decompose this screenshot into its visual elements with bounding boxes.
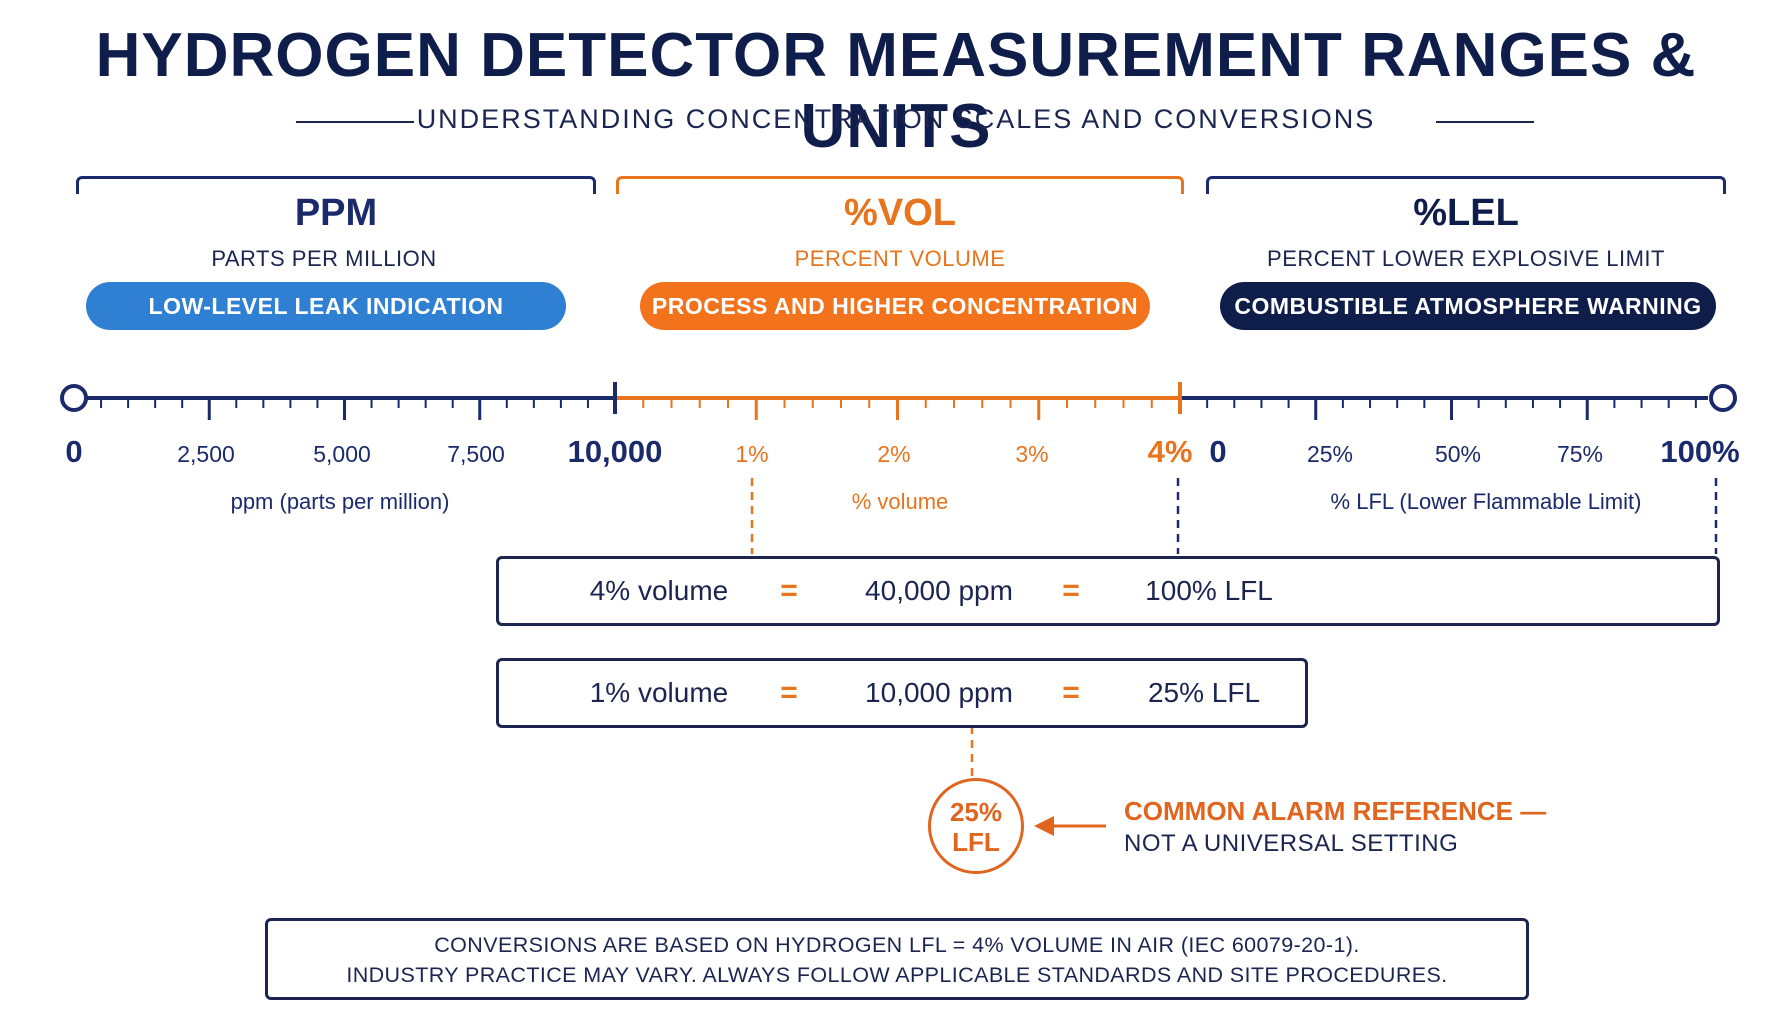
vol-pill: PROCESS AND HIGHER CONCENTRATION [640,282,1150,330]
eq2-vol: 1% volume [589,677,729,708]
scale-start-circle [60,384,88,412]
scale-end-circle [1709,384,1737,412]
equation-box-1: 4% volume = 40,000 ppm = 100% LFL [496,556,1720,626]
ppm-axis-label: ppm (parts per million) [230,489,450,514]
alarm-circle-line2: LFL [952,827,1000,857]
lel-title: %LEL [1413,192,1519,234]
footnote-line-2: INDUSTRY PRACTICE MAY VARY. ALWAYS FOLLO… [346,963,1448,987]
eq1-lfl: 100% LFL [1145,575,1273,606]
equation-box-2: 1% volume = 10,000 ppm = 25% LFL [496,658,1308,728]
lel-bracket [1206,176,1726,194]
lel-subtitle: PERCENT LOWER EXPLOSIVE LIMIT [1267,246,1665,271]
ppm-tick-7500: 7,500 [447,441,505,467]
eq2-lfl: 25% LFL [1147,677,1261,708]
page-title: HYDROGEN DETECTOR MEASUREMENT RANGES & U… [95,21,1697,161]
eq2-ppm: 10,000 ppm [865,677,1013,708]
vol-bracket [616,176,1184,194]
eq2-sign-2: = [1062,676,1080,709]
lel-pill: COMBUSTIBLE ATMOSPHERE WARNING [1220,282,1716,330]
ppm-title: PPM [294,192,378,234]
vol-tick-2: 2% [877,441,911,467]
vol-tick-4: 4% [1147,434,1193,469]
alarm-heading: COMMON ALARM REFERENCE — [1124,796,1547,826]
vol-subtitle: PERCENT VOLUME [794,246,1006,271]
eq1-vol: 4% volume [589,575,729,606]
vol-tick-3: 3% [1015,441,1049,467]
ppm-tick-2500: 2,500 [177,441,235,467]
lfl-tick-50: 50% [1434,441,1482,467]
page-subtitle: UNDERSTANDING CONCENTRATION SCALES AND C… [416,104,1376,134]
eq1-sign-1: = [780,574,798,607]
alarm-circle-line1: 25% [949,797,1003,827]
eq1-ppm: 40,000 ppm [865,575,1013,606]
vol-tick-1: 1% [735,441,769,467]
subtitle-rule-left [296,121,414,123]
ppm-bracket [76,176,596,194]
lfl-tick-0: 0 [1209,434,1227,469]
footnote-line-1: CONVERSIONS ARE BASED ON HYDROGEN LFL = … [434,933,1360,957]
lfl-axis-label: % LFL (Lower Flammable Limit) [1330,489,1642,514]
ppm-tick-5000: 5,000 [313,441,371,467]
lfl-tick-100: 100% [1660,434,1740,469]
vol-axis-label: % volume [851,489,949,514]
vol-title: %VOL [844,192,956,234]
footnote-box: CONVERSIONS ARE BASED ON HYDROGEN LFL = … [265,918,1529,1000]
ppm-tick-0: 0 [65,434,83,469]
ppm-tick-10000: 10,000 [567,434,663,469]
alarm-circle: 25% LFL [928,778,1024,874]
lfl-tick-25: 25% [1306,441,1354,467]
subtitle-rule-right [1436,121,1534,123]
alarm-arrow-head [1034,816,1054,836]
alarm-subtext: NOT A UNIVERSAL SETTING [1124,830,1459,857]
ppm-subtitle: PARTS PER MILLION [211,246,437,271]
eq2-sign-1: = [780,676,798,709]
eq1-sign-2: = [1062,574,1080,607]
lfl-tick-75: 75% [1556,441,1604,467]
ppm-pill: LOW-LEVEL LEAK INDICATION [86,282,566,330]
